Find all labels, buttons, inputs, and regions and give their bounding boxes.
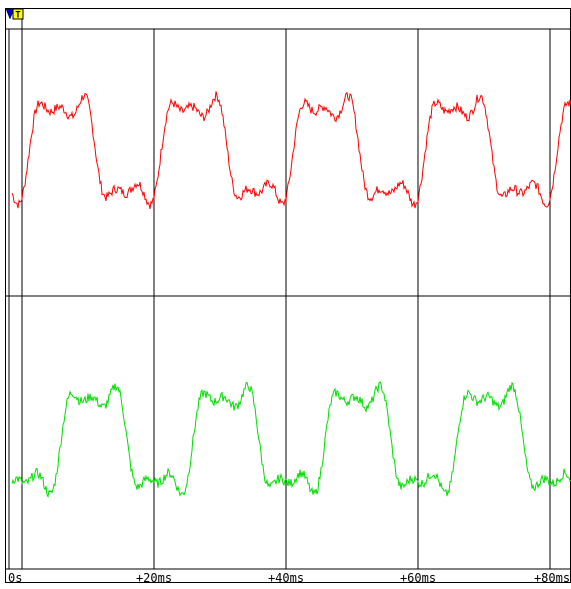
channel-a-trace — [11, 91, 571, 210]
tick-label-60ms: +60ms — [400, 571, 436, 585]
tick-label-40ms: +40ms — [268, 571, 304, 585]
tick-label-0s: 0s — [8, 571, 22, 585]
grid-lines — [5, 8, 571, 570]
tick-label-80ms: +80ms — [534, 571, 570, 585]
trigger-icon[interactable]: T — [5, 8, 24, 21]
time-axis: 0s +20ms +40ms +60ms +80ms — [8, 571, 570, 585]
channel-b-trace — [11, 381, 571, 499]
trigger-label: T — [15, 11, 21, 21]
tick-label-20ms: +20ms — [136, 571, 172, 585]
